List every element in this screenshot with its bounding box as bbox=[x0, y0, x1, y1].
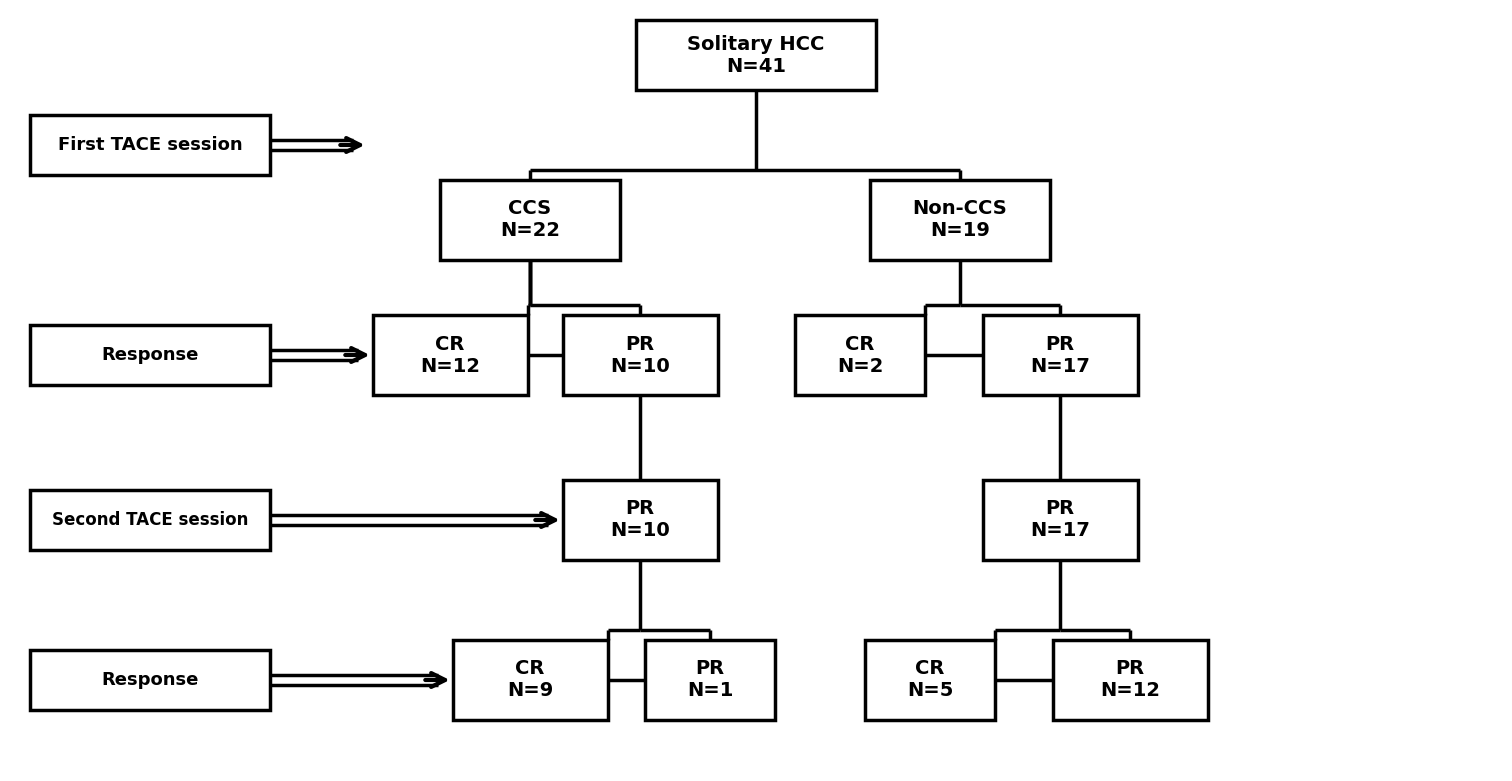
Text: CCS
N=22: CCS N=22 bbox=[500, 199, 559, 241]
FancyBboxPatch shape bbox=[372, 315, 528, 395]
FancyBboxPatch shape bbox=[795, 315, 925, 395]
Text: CR
N=12: CR N=12 bbox=[420, 334, 479, 376]
FancyBboxPatch shape bbox=[983, 480, 1137, 560]
Text: Second TACE session: Second TACE session bbox=[51, 511, 248, 529]
FancyBboxPatch shape bbox=[865, 640, 995, 720]
Text: CR
N=5: CR N=5 bbox=[907, 659, 953, 701]
Text: PR
N=17: PR N=17 bbox=[1030, 334, 1090, 376]
Text: PR
N=10: PR N=10 bbox=[611, 500, 670, 540]
FancyBboxPatch shape bbox=[440, 180, 620, 260]
Text: Response: Response bbox=[101, 346, 198, 364]
FancyBboxPatch shape bbox=[637, 20, 875, 90]
Text: PR
N=1: PR N=1 bbox=[686, 659, 733, 701]
Text: CR
N=9: CR N=9 bbox=[507, 659, 553, 701]
FancyBboxPatch shape bbox=[562, 480, 718, 560]
FancyBboxPatch shape bbox=[983, 315, 1137, 395]
FancyBboxPatch shape bbox=[452, 640, 608, 720]
Text: Response: Response bbox=[101, 671, 198, 689]
FancyBboxPatch shape bbox=[30, 115, 271, 175]
Text: CR
N=2: CR N=2 bbox=[836, 334, 883, 376]
Text: PR
N=17: PR N=17 bbox=[1030, 500, 1090, 540]
Text: Non-CCS
N=19: Non-CCS N=19 bbox=[913, 199, 1007, 241]
FancyBboxPatch shape bbox=[562, 315, 718, 395]
FancyBboxPatch shape bbox=[869, 180, 1049, 260]
Text: First TACE session: First TACE session bbox=[57, 136, 242, 154]
FancyBboxPatch shape bbox=[30, 490, 271, 550]
FancyBboxPatch shape bbox=[30, 325, 271, 385]
Text: Solitary HCC
N=41: Solitary HCC N=41 bbox=[688, 34, 824, 76]
FancyBboxPatch shape bbox=[30, 650, 271, 710]
FancyBboxPatch shape bbox=[646, 640, 776, 720]
FancyBboxPatch shape bbox=[1052, 640, 1208, 720]
Text: PR
N=10: PR N=10 bbox=[611, 334, 670, 376]
Text: PR
N=12: PR N=12 bbox=[1101, 659, 1160, 701]
